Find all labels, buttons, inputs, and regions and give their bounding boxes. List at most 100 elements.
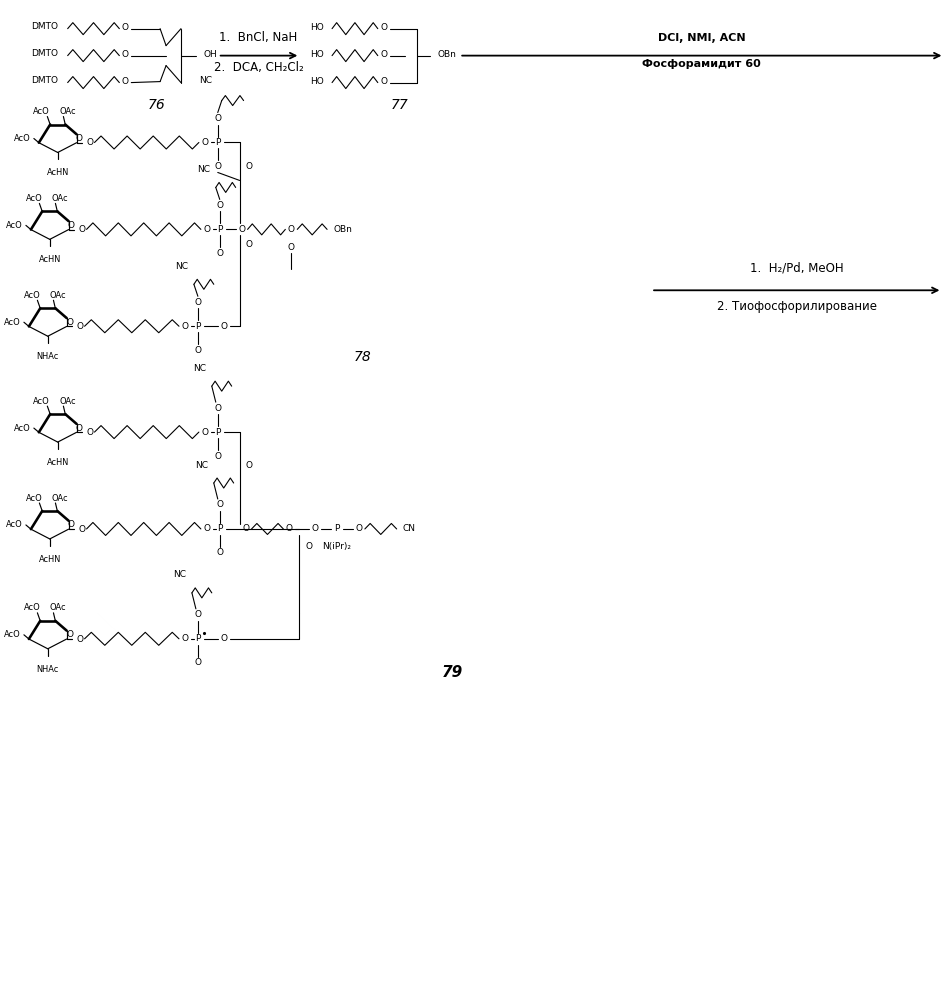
Text: HO: HO: [309, 50, 324, 59]
Text: O: O: [246, 162, 252, 171]
Text: O: O: [220, 634, 227, 643]
Text: DCl, NMI, ACN: DCl, NMI, ACN: [657, 33, 744, 43]
Text: O: O: [216, 201, 223, 210]
Text: O: O: [246, 461, 252, 470]
Text: 76: 76: [148, 98, 165, 112]
Text: O: O: [194, 346, 201, 355]
Text: O: O: [181, 322, 188, 331]
Text: O: O: [238, 225, 245, 234]
Text: AcO: AcO: [26, 194, 42, 203]
Text: AcHN: AcHN: [47, 168, 69, 177]
Text: O: O: [214, 114, 221, 123]
Text: O: O: [246, 240, 252, 249]
Text: HO: HO: [309, 77, 324, 86]
Text: HO: HO: [309, 23, 324, 32]
Text: 1.  H₂/Pd, MeOH: 1. H₂/Pd, MeOH: [749, 262, 843, 275]
Text: 2. Тиофосфорилирование: 2. Тиофосфорилирование: [716, 300, 876, 313]
Text: O: O: [122, 23, 129, 32]
Text: O: O: [122, 50, 129, 59]
Text: 77: 77: [390, 98, 408, 112]
Text: 78: 78: [353, 350, 371, 364]
Text: AcHN: AcHN: [47, 458, 69, 467]
Text: O: O: [214, 404, 221, 413]
Text: 1.  BnCl, NaH: 1. BnCl, NaH: [219, 31, 297, 44]
Text: O: O: [87, 138, 93, 147]
Text: O: O: [305, 542, 312, 551]
Text: NC: NC: [199, 76, 211, 85]
Text: O: O: [380, 23, 387, 32]
Text: DMTO: DMTO: [30, 49, 58, 58]
Text: O: O: [216, 249, 223, 258]
Text: OAc: OAc: [50, 603, 67, 612]
Text: NHAc: NHAc: [36, 352, 59, 361]
Text: O: O: [220, 322, 227, 331]
Text: OH: OH: [204, 50, 217, 59]
Text: NC: NC: [197, 165, 209, 174]
Text: DMTO: DMTO: [30, 76, 58, 85]
Text: O: O: [87, 428, 93, 437]
Text: P: P: [215, 138, 220, 147]
Text: P: P: [195, 322, 200, 331]
Text: O: O: [78, 225, 86, 234]
Text: Фосфорамидит 60: Фосфорамидит 60: [642, 59, 761, 69]
Text: AcHN: AcHN: [38, 255, 61, 264]
Text: O: O: [78, 525, 86, 534]
Text: NC: NC: [172, 570, 186, 579]
Text: O: O: [203, 225, 210, 234]
Text: OBn: OBn: [437, 50, 456, 59]
Text: O: O: [122, 77, 129, 86]
Text: O: O: [288, 243, 294, 252]
Text: P: P: [215, 428, 220, 437]
Text: O: O: [214, 162, 221, 171]
Text: O: O: [288, 225, 294, 234]
Text: O: O: [76, 322, 84, 331]
Text: OBn: OBn: [332, 225, 351, 234]
Text: DMTO: DMTO: [30, 22, 58, 31]
Text: AcO: AcO: [24, 291, 40, 300]
Text: O: O: [201, 428, 208, 437]
Text: AcO: AcO: [33, 397, 50, 406]
Text: O: O: [66, 630, 73, 639]
Text: AcO: AcO: [4, 630, 21, 639]
Text: O: O: [194, 610, 201, 619]
Text: O: O: [76, 134, 83, 143]
Text: O: O: [68, 221, 75, 230]
Text: AcO: AcO: [6, 221, 23, 230]
Text: AcO: AcO: [14, 134, 30, 143]
Text: O: O: [355, 524, 362, 533]
Text: O: O: [214, 452, 221, 461]
Text: O: O: [68, 520, 75, 529]
Text: 2.  DCA, CH₂Cl₂: 2. DCA, CH₂Cl₂: [213, 61, 303, 74]
Text: P: P: [334, 524, 339, 533]
Text: O: O: [201, 138, 208, 147]
Text: 79: 79: [441, 665, 463, 680]
Text: O: O: [194, 658, 201, 667]
Text: OAc: OAc: [60, 107, 76, 116]
Text: OAc: OAc: [51, 494, 69, 503]
Text: OAc: OAc: [51, 194, 69, 203]
Text: O: O: [76, 635, 84, 644]
Text: P: P: [217, 524, 222, 533]
Text: AcO: AcO: [24, 603, 40, 612]
Text: O: O: [203, 524, 210, 533]
Text: AcO: AcO: [26, 494, 42, 503]
Text: AcHN: AcHN: [38, 555, 61, 564]
Text: AcO: AcO: [33, 107, 50, 116]
Text: N(iPr)₂: N(iPr)₂: [322, 542, 351, 551]
Text: CN: CN: [402, 524, 415, 533]
Text: O: O: [194, 298, 201, 307]
Text: NC: NC: [194, 461, 208, 470]
Text: O: O: [66, 318, 73, 327]
Text: O: O: [380, 77, 387, 86]
Text: O: O: [76, 424, 83, 433]
Text: NHAc: NHAc: [36, 665, 59, 674]
Text: O: O: [311, 524, 318, 533]
Text: P: P: [217, 225, 222, 234]
Text: O: O: [181, 634, 188, 643]
Text: NC: NC: [192, 364, 206, 373]
Text: O: O: [380, 50, 387, 59]
Text: AcO: AcO: [6, 520, 23, 529]
Text: OAc: OAc: [60, 397, 76, 406]
Text: O: O: [242, 524, 248, 533]
Text: O: O: [216, 500, 223, 509]
